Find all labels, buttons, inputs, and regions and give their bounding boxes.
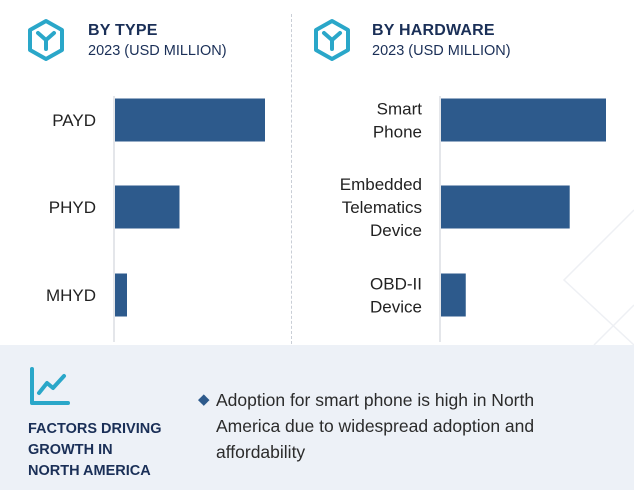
factors-heading-line: FACTORS DRIVING xyxy=(28,421,162,437)
by-hardware-title: BY HARDWARE xyxy=(372,22,495,39)
bar-mhyd xyxy=(115,273,127,317)
by-hardware-panel: BY HARDWARE 2023 (USD MILLION) Smart Phon… xyxy=(294,0,634,345)
by-type-subtitle: 2023 (USD MILLION) xyxy=(88,43,227,59)
by-type-chart: PAYD PHYD MHYD xyxy=(46,96,265,342)
category-label: OBD-II Device xyxy=(370,275,422,317)
factor-item: ◆ Adoption for smart phone is high in No… xyxy=(198,387,595,465)
panel-divider xyxy=(291,14,292,344)
factor-text: Adoption for smart phone is high in Nort… xyxy=(216,390,535,462)
by-hardware-chart: Smart Phone Embedded Telematics Device OBD-II… xyxy=(340,96,606,342)
decorative-lines xyxy=(562,209,634,345)
category-label: Smart Phone xyxy=(373,100,422,142)
category-label: MHYD xyxy=(46,286,96,305)
factors-heading: FACTORS DRIVING GROWTH IN NORTH AMERICA xyxy=(28,419,188,482)
trend-chart-icon xyxy=(30,367,70,405)
diamond-bullet-icon: ◆ xyxy=(198,391,210,408)
category-label: Embedded Telematics Device xyxy=(340,175,422,240)
factors-section: FACTORS DRIVING GROWTH IN NORTH AMERICA … xyxy=(0,345,634,490)
bar-payd xyxy=(115,98,265,142)
bar-obd-ii-device xyxy=(441,273,466,317)
by-type-title: BY TYPE xyxy=(88,22,158,39)
category-label: PAYD xyxy=(52,111,96,130)
by-type-panel: BY TYPE 2023 (USD MILLION) PAYD PHYD MHYD xyxy=(0,0,290,345)
by-hardware-subtitle: 2023 (USD MILLION) xyxy=(372,43,511,59)
category-label: PHYD xyxy=(49,198,96,217)
factors-heading-line: GROWTH IN xyxy=(28,442,113,458)
bar-smart-phone xyxy=(441,98,606,142)
hexagon-y-icon xyxy=(28,19,64,61)
bar-embedded-telematics-device xyxy=(441,185,570,229)
factors-heading-line: NORTH AMERICA xyxy=(28,463,151,479)
hexagon-y-icon xyxy=(314,19,350,61)
bar-phyd xyxy=(115,185,180,229)
